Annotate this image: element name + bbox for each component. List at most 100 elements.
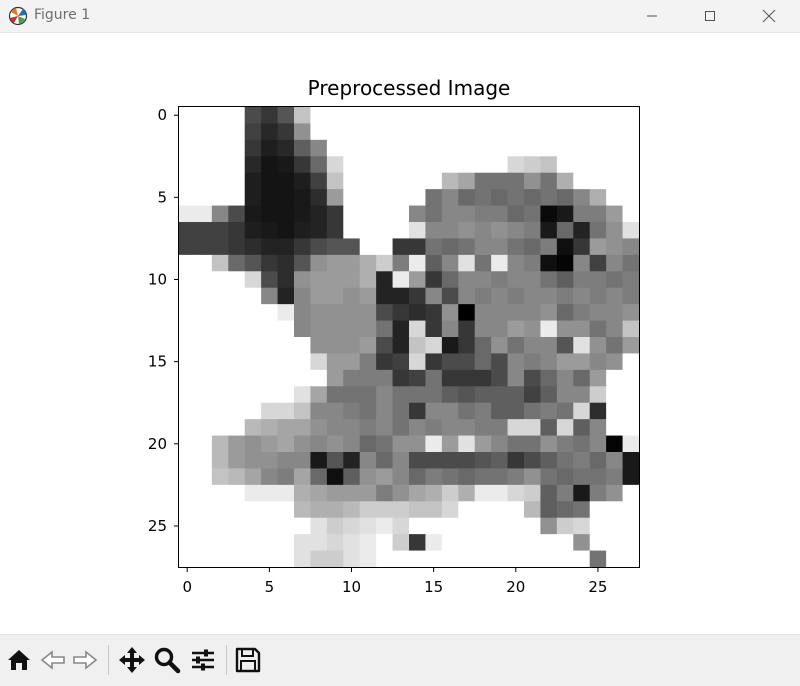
- image-pixel: [491, 386, 509, 404]
- image-pixel: [589, 123, 607, 141]
- image-pixel: [343, 386, 361, 404]
- image-pixel: [441, 156, 459, 174]
- image-pixel: [507, 534, 525, 552]
- image-pixel: [376, 484, 394, 502]
- image-pixel: [310, 468, 328, 486]
- maximize-button[interactable]: [681, 0, 739, 32]
- image-pixel: [392, 501, 410, 519]
- image-pixel: [244, 320, 262, 338]
- image-pixel: [244, 123, 262, 141]
- image-pixel: [277, 386, 295, 404]
- image-pixel: [261, 271, 279, 289]
- image-pixel: [425, 419, 443, 437]
- image-pixel: [425, 452, 443, 470]
- image-pixel: [458, 107, 476, 125]
- image-pixel: [441, 402, 459, 420]
- image-pixel: [277, 402, 295, 420]
- image-pixel: [425, 320, 443, 338]
- image-pixel: [589, 419, 607, 437]
- image-pixel: [458, 320, 476, 338]
- image-pixel: [524, 534, 542, 552]
- image-pixel: [359, 337, 377, 355]
- image-pixel: [458, 550, 476, 568]
- image-pixel: [392, 238, 410, 256]
- window-titlebar[interactable]: Figure 1: [0, 0, 800, 33]
- image-pixel: [458, 386, 476, 404]
- forward-button[interactable]: [68, 643, 102, 677]
- image-pixel: [343, 517, 361, 535]
- image-pixel: [343, 419, 361, 437]
- save-button[interactable]: [231, 643, 265, 677]
- image-pixel: [540, 205, 558, 223]
- image-pixel: [589, 484, 607, 502]
- image-pixel: [310, 287, 328, 305]
- image-pixel: [376, 501, 394, 519]
- image-pixel: [491, 484, 509, 502]
- image-pixel: [261, 107, 279, 125]
- image-pixel: [211, 468, 229, 486]
- image-pixel: [310, 304, 328, 322]
- configure-subplots-button[interactable]: [186, 643, 220, 677]
- image-pixel: [359, 419, 377, 437]
- image-pixel: [261, 287, 279, 305]
- image-pixel: [573, 205, 591, 223]
- pan-button[interactable]: [115, 643, 149, 677]
- image-pixel: [491, 304, 509, 322]
- image-pixel: [491, 353, 509, 371]
- image-pixel: [556, 139, 574, 157]
- back-button[interactable]: [36, 643, 70, 677]
- image-pixel: [277, 107, 295, 125]
- image-pixel: [211, 419, 229, 437]
- image-pixel: [458, 435, 476, 453]
- image-pixel: [294, 156, 312, 174]
- image-pixel: [326, 123, 344, 141]
- image-pixel: [392, 517, 410, 535]
- image-pixel: [228, 271, 246, 289]
- close-button[interactable]: [740, 0, 798, 32]
- image-pixel: [491, 156, 509, 174]
- image-pixel: [376, 205, 394, 223]
- image-pixel: [179, 287, 197, 305]
- image-pixel: [524, 369, 542, 387]
- image-pixel: [244, 254, 262, 272]
- home-button[interactable]: [2, 643, 36, 677]
- image-pixel: [179, 139, 197, 157]
- image-pixel: [376, 320, 394, 338]
- image-pixel: [359, 484, 377, 502]
- image-pixel: [359, 156, 377, 174]
- image-pixel: [458, 534, 476, 552]
- image-pixel: [606, 254, 624, 272]
- image-pixel: [343, 222, 361, 240]
- image-pixel: [294, 304, 312, 322]
- image-pixel: [326, 452, 344, 470]
- image-pixel: [441, 517, 459, 535]
- image-pixel: [573, 484, 591, 502]
- image-pixel: [261, 501, 279, 519]
- image-pixel: [228, 517, 246, 535]
- image-pixel: [622, 304, 640, 322]
- image-pixel: [179, 271, 197, 289]
- image-pixel: [409, 402, 427, 420]
- image-pixel: [441, 304, 459, 322]
- image-pixel: [326, 287, 344, 305]
- image-pixel: [392, 123, 410, 141]
- image-pixel: [179, 156, 197, 174]
- image-pixel: [211, 550, 229, 568]
- minimize-button[interactable]: [623, 0, 681, 32]
- image-pixel: [556, 222, 574, 240]
- image-pixel: [343, 287, 361, 305]
- image-pixel: [277, 452, 295, 470]
- zoom-button[interactable]: [150, 643, 184, 677]
- image-pixel: [409, 386, 427, 404]
- image-pixel: [524, 386, 542, 404]
- image-pixel: [474, 484, 492, 502]
- image-pixel: [326, 189, 344, 207]
- image-pixel: [211, 189, 229, 207]
- image-pixel: [310, 107, 328, 125]
- image-pixel: [441, 222, 459, 240]
- image-pixel: [474, 107, 492, 125]
- image-pixel: [376, 304, 394, 322]
- image-pixel: [606, 369, 624, 387]
- image-pixel: [540, 222, 558, 240]
